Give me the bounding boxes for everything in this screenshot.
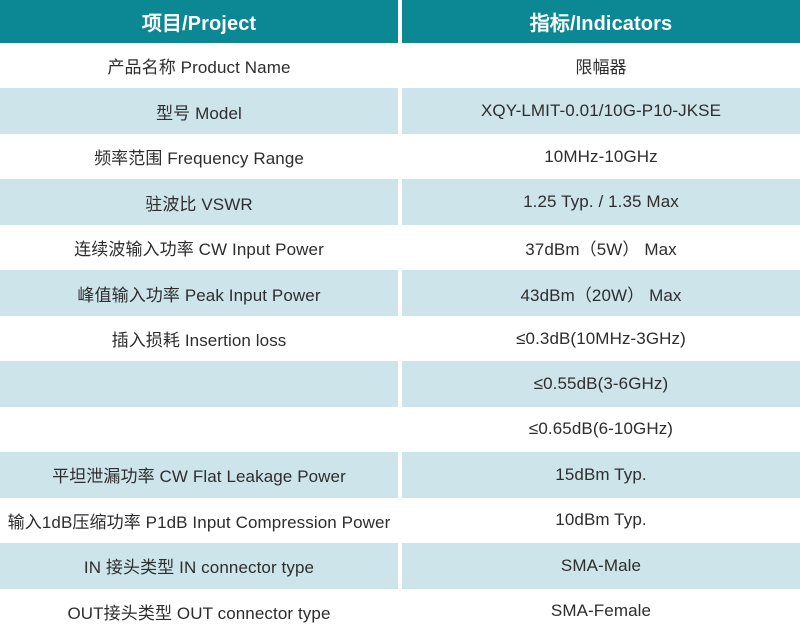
project-cell: 频率范围 Frequency Range <box>0 133 398 180</box>
column-divider <box>398 133 402 180</box>
column-divider <box>398 361 402 407</box>
column-divider <box>398 43 402 89</box>
indicator-cell: 43dBm（20W） Max <box>402 270 800 316</box>
table-row: 峰值输入功率 Peak Input Power 43dBm（20W） Max <box>0 270 800 316</box>
table-row: 连续波输入功率 CW Input Power 37dBm（5W） Max <box>0 224 800 271</box>
column-divider <box>398 543 402 589</box>
column-divider <box>398 88 402 134</box>
column-divider <box>398 224 402 271</box>
indicator-cell: SMA-Male <box>402 543 800 589</box>
table-row: 产品名称 Product Name 限幅器 <box>0 43 800 89</box>
project-cell <box>0 361 398 407</box>
indicator-cell: XQY-LMIT-0.01/10G-P10-JKSE <box>402 88 800 134</box>
column-divider <box>398 0 402 43</box>
header-indicators: 指标/Indicators <box>402 0 800 43</box>
table-row: OUT接头类型 OUT connector type SMA-Female <box>0 588 800 634</box>
project-cell: 峰值输入功率 Peak Input Power <box>0 270 398 316</box>
project-cell <box>0 406 398 453</box>
header-project: 项目/Project <box>0 0 398 43</box>
indicator-cell: SMA-Female <box>402 588 800 634</box>
indicator-cell: 1.25 Typ. / 1.35 Max <box>402 179 800 225</box>
indicator-cell: 15dBm Typ. <box>402 452 800 498</box>
indicator-cell: 10MHz-10GHz <box>402 133 800 180</box>
column-divider <box>398 406 402 453</box>
project-cell: 插入损耗 Insertion loss <box>0 315 398 362</box>
table-row: 型号 Model XQY-LMIT-0.01/10G-P10-JKSE <box>0 88 800 134</box>
table-row: 输入1dB压缩功率 P1dB Input Compression Power 1… <box>0 497 800 544</box>
column-divider <box>398 179 402 225</box>
table-row: IN 接头类型 IN connector type SMA-Male <box>0 543 800 589</box>
project-cell: 驻波比 VSWR <box>0 179 398 225</box>
indicator-cell: ≤0.55dB(3-6GHz) <box>402 361 800 407</box>
column-divider <box>398 452 402 498</box>
indicator-cell: 10dBm Typ. <box>402 497 800 544</box>
table-row: ≤0.65dB(6-10GHz) <box>0 406 800 453</box>
indicator-cell: 37dBm（5W） Max <box>402 224 800 271</box>
table-row: 驻波比 VSWR 1.25 Typ. / 1.35 Max <box>0 179 800 225</box>
project-cell: 平坦泄漏功率 CW Flat Leakage Power <box>0 452 398 498</box>
project-cell: OUT接头类型 OUT connector type <box>0 588 398 634</box>
indicator-cell: ≤0.3dB(10MHz-3GHz) <box>402 315 800 362</box>
indicator-cell: ≤0.65dB(6-10GHz) <box>402 406 800 453</box>
indicator-cell: 限幅器 <box>402 43 800 89</box>
column-divider <box>398 497 402 544</box>
table-header-row: 项目/Project 指标/Indicators <box>0 0 800 43</box>
table-row: 插入损耗 Insertion loss ≤0.3dB(10MHz-3GHz) <box>0 315 800 362</box>
project-cell: 产品名称 Product Name <box>0 43 398 89</box>
project-cell: 输入1dB压缩功率 P1dB Input Compression Power <box>0 497 398 544</box>
column-divider <box>398 270 402 316</box>
table-row: 平坦泄漏功率 CW Flat Leakage Power 15dBm Typ. <box>0 452 800 498</box>
column-divider <box>398 315 402 362</box>
project-cell: 连续波输入功率 CW Input Power <box>0 224 398 271</box>
project-cell: IN 接头类型 IN connector type <box>0 543 398 589</box>
column-divider <box>398 588 402 634</box>
table-row: 频率范围 Frequency Range 10MHz-10GHz <box>0 133 800 180</box>
table-row: ≤0.55dB(3-6GHz) <box>0 361 800 407</box>
project-cell: 型号 Model <box>0 88 398 134</box>
